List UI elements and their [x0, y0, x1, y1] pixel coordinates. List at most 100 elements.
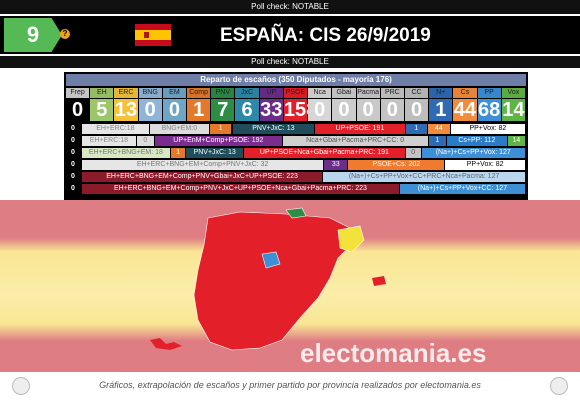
party-seats-up: 33: [259, 99, 283, 121]
coalition-bar: (Na+)+Cs+PP+Vox+CC: 127: [399, 184, 525, 194]
party-seats-pacma: 0: [356, 99, 380, 121]
coalition-bar: EH+ERC:18: [82, 124, 149, 134]
electomania-logo-icon: [12, 377, 30, 395]
party-header-prc: PRC: [380, 88, 404, 98]
header-bar: [0, 16, 580, 54]
party-seats-cs: 44: [453, 99, 477, 121]
coalition-bar: 1: [209, 124, 232, 134]
party-seats-erc: 13: [114, 99, 138, 121]
coalition-bar: UP+EnM+Comp+PSOE: 192: [154, 136, 282, 146]
coalition-count: 0: [71, 137, 75, 144]
coalition-bar: (Na+)+Cs+PP+Vox+CC+PRC+Nca+Pacma: 127: [323, 172, 525, 182]
coalition-bar: Nca+Gbai+Pacma+PRC+CC: 0: [282, 136, 428, 146]
party-header-pacma: Pacma: [356, 88, 380, 98]
coalition-bar: 1: [428, 136, 446, 146]
coalition-row: 0 EH+ERC:18 BNG+EM:0 1 PNV+JxC: 13 UP+PSOE: 1…: [66, 124, 526, 134]
seat-table: Reparto de escaños (350 Diputados - mayo…: [64, 72, 528, 200]
coalition-bar: 14: [507, 136, 525, 146]
coalition-bar: 0: [405, 148, 421, 158]
party-seats-vox: 14: [501, 99, 525, 121]
map-pnv-region: [285, 207, 307, 219]
map-canarias: [150, 338, 182, 350]
party-header-em: EM: [162, 88, 187, 98]
coalition-count: 0: [71, 161, 75, 168]
party-seats-jxc: 6: [235, 99, 259, 121]
party-seats-gbai: 0: [332, 99, 356, 121]
party-header-cs: Cs: [453, 88, 477, 98]
party-seats-nca: 0: [308, 99, 332, 121]
coalition-bar: EH+ERC+BNG+EM+Comp+PNV+JxC: 32: [82, 160, 324, 170]
watermark: electomania.es: [300, 338, 487, 368]
party-seats-n: 1: [429, 99, 453, 121]
footer: [0, 374, 580, 401]
party-header-pp: PP: [477, 88, 501, 98]
coalition-bar: UP+PSOE+Nca+Gbai+Pacma+PRC: 191: [243, 148, 405, 158]
coalition-count: 0: [71, 149, 75, 156]
party-seats-bng: 0: [138, 99, 162, 121]
party-seats-pp: 68: [477, 99, 501, 121]
party-seats-eh: 5: [90, 99, 114, 121]
coalition-count: 0: [71, 125, 75, 132]
party-seats-psoe: 158: [283, 99, 318, 121]
party-header-frep: Frep: [66, 88, 90, 98]
party-seats-cc: 0: [404, 99, 429, 121]
coalition-row: 0 EH+ERC+BNG+EM+Comp+PNV+Gbai+JxC+UP+PSOE…: [66, 172, 526, 182]
party-header-vox: Vox: [501, 88, 525, 98]
map-baleares: [372, 276, 386, 286]
party-header-cc: CC: [404, 88, 429, 98]
coalition-bar: EH+ERC:18: [82, 136, 136, 146]
coalition-bar: Cs+PP: 112: [446, 136, 507, 146]
coalition-bar: PP+Vox: 82: [450, 124, 525, 134]
rank-badge: 9: [4, 18, 62, 52]
coalition-row: 0 EH+ERC:18 0 UP+EnM+Comp+PSOE: 192 Nca+Gbai…: [66, 136, 526, 146]
coalition-bar: UP+PSOE: 191: [315, 124, 405, 134]
coalition-bar: PNV+JxC: 13: [232, 124, 315, 134]
coalition-bar: (Na+)+Cs+PP+Vox: 127: [421, 148, 525, 158]
coalition-row: 0 EH+ERC+BNG+EM: 18 1 PNV+JxC: 13 UP+PSOE+Nc…: [66, 148, 526, 158]
coalition-bar: EH+ERC+BNG+EM+Comp+PNV+Gbai+JxC+UP+PSOE:…: [82, 172, 323, 182]
coalition-row: 0 EH+ERC+BNG+EM+Comp+PNV+JxC+UP+PSOE+Nca+…: [66, 184, 526, 194]
poll-check-strip-2: Poll check: NOTABLE: [0, 56, 580, 68]
coalition-bar: EH+ERC+BNG+EM: 18: [82, 148, 170, 158]
party-header-gbai: Gbai: [332, 88, 356, 98]
party-header-jxc: JxC: [235, 88, 259, 98]
spain-province-map: [150, 207, 386, 351]
poll-check-strip: Poll check: NOTABLE: [0, 0, 580, 14]
party-seats-pnv: 7: [211, 99, 235, 121]
map-pp-region: [261, 251, 281, 269]
party-header-psoe: PSOE: [283, 88, 308, 98]
coalition-bar: PSOE+Cs: 202: [348, 160, 445, 170]
party-header-nca: Nca: [308, 88, 332, 98]
coalition-bar: 1: [405, 124, 428, 134]
coalition-bar: 33: [324, 160, 348, 170]
party-header-up: UP: [259, 88, 283, 98]
coalition-bar: BNG+EM:0: [149, 124, 209, 134]
party-header-bng: BNG: [138, 88, 162, 98]
map-psoe-region: [193, 211, 353, 351]
table-banner: Reparto de escaños (350 Diputados - mayo…: [66, 74, 526, 86]
party-header-erc: ERC: [114, 88, 138, 98]
party-header-n: N+: [429, 88, 453, 98]
map-erc-region: [337, 225, 365, 253]
party-seats-comp: 1: [187, 99, 211, 121]
party-header-eh: EH: [90, 88, 114, 98]
party-seats-em: 0: [162, 99, 187, 121]
page-title: ESPAÑA: CIS 26/9/2019: [220, 25, 431, 46]
coalition-bar: PP+Vox: 82: [445, 160, 525, 170]
footer-text: Gráficos, extrapolación de escaños y pri…: [99, 380, 481, 390]
party-header-pnv: PNV: [211, 88, 235, 98]
party-header-comp: Comp: [187, 88, 211, 98]
coalition-bar: EH+ERC+BNG+EM+Comp+PNV+JxC+UP+PSOE+Nca+G…: [82, 184, 399, 194]
coalition-row: 0 EH+ERC+BNG+EM+Comp+PNV+JxC: 32 33 PSOE+Cs…: [66, 160, 526, 170]
party-seats-prc: 0: [380, 99, 404, 121]
coalition-bar: 1: [170, 148, 186, 158]
coalition-bar: 0: [136, 136, 154, 146]
coalition-count: 0: [71, 185, 75, 192]
question-icon[interactable]: ?: [60, 29, 70, 39]
electomania-logo-icon-right: [550, 377, 568, 395]
coalition-count: 0: [71, 173, 75, 180]
coalition-bar: 44: [428, 124, 450, 134]
coalition-bar: PNV+JxC: 13: [186, 148, 243, 158]
spain-flag-icon: [135, 24, 171, 46]
party-seats-frep: 0: [66, 99, 90, 121]
